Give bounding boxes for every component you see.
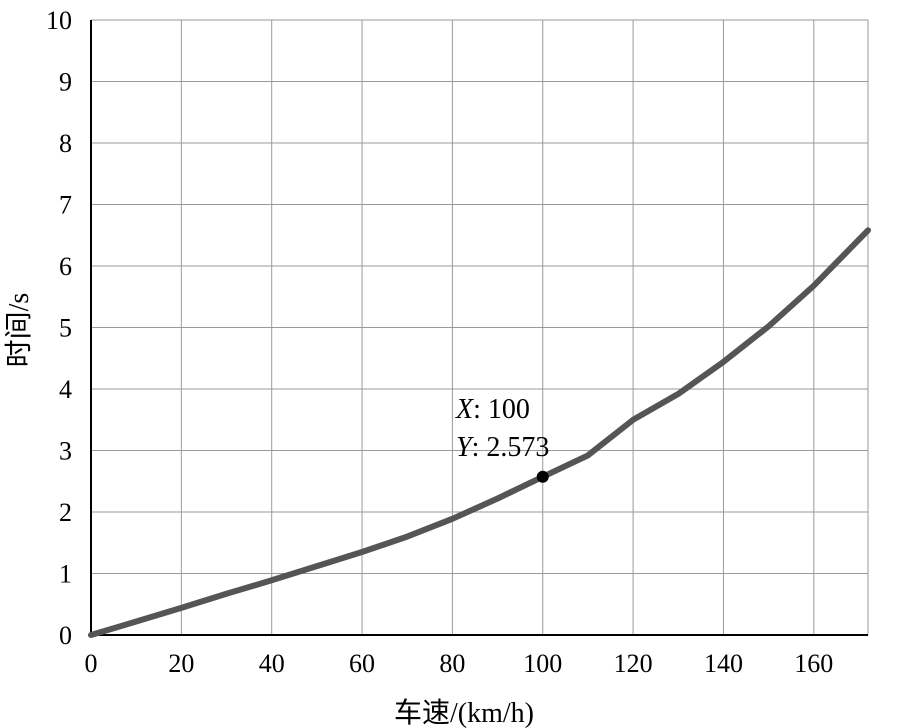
x-tick-label: 160 xyxy=(794,649,833,678)
y-axis-label: 时间/s xyxy=(3,293,35,368)
x-axis-label: 车速/(km/h) xyxy=(394,697,534,728)
x-tick-label: 40 xyxy=(259,649,285,678)
annotation-x-line: X: 100 xyxy=(455,394,530,425)
x-tick-label: 100 xyxy=(523,649,562,678)
y-tick-label: 0 xyxy=(59,621,72,650)
y-tick-label: 1 xyxy=(59,560,72,589)
x-tick-label: 20 xyxy=(168,649,194,678)
annotation-y-value: : 2.573 xyxy=(472,432,550,463)
y-tick-label: 7 xyxy=(59,191,72,220)
annotation-x-key: X xyxy=(455,394,474,425)
annotation-y-key: Y xyxy=(456,432,475,463)
data-point-annotation: X: 100 Y: 2.573 xyxy=(455,394,549,463)
y-tick-label: 3 xyxy=(59,437,72,466)
x-tick-labels: 0 20 40 60 80 100 120 140 160 xyxy=(85,649,834,678)
annotation-point xyxy=(536,470,549,483)
y-tick-labels: 0 1 2 3 4 5 6 7 8 9 10 xyxy=(46,6,72,650)
x-tick-label: 0 xyxy=(85,649,98,678)
plot-frame xyxy=(90,20,868,636)
series-line xyxy=(88,227,871,638)
y-tick-label: 2 xyxy=(59,498,72,527)
y-tick-label: 9 xyxy=(59,68,72,97)
annotation-x-value: : 100 xyxy=(473,394,530,425)
y-tick-label: 5 xyxy=(59,314,72,343)
x-tick-label: 80 xyxy=(439,649,465,678)
x-tick-label: 140 xyxy=(704,649,743,678)
y-tick-label: 10 xyxy=(46,6,72,35)
series-group xyxy=(88,227,871,638)
x-tick-label: 120 xyxy=(614,649,653,678)
annotation-y-line: Y: 2.573 xyxy=(456,432,549,463)
y-tick-label: 8 xyxy=(59,129,72,158)
grid xyxy=(90,19,869,636)
y-tick-label: 4 xyxy=(59,375,72,404)
x-tick-label: 60 xyxy=(349,649,375,678)
y-tick-label: 6 xyxy=(59,252,72,281)
